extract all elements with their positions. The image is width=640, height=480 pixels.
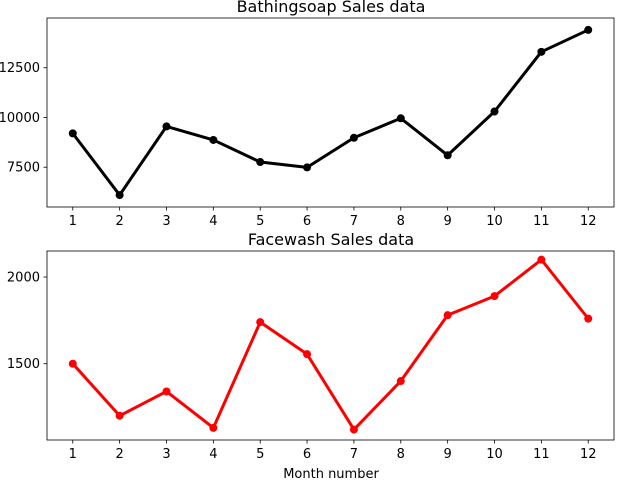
y-tick-label: 10000 <box>0 111 40 126</box>
y-axis: 1500 2000 <box>7 271 47 372</box>
series-line <box>71 258 590 432</box>
x-axis: 1 2 3 4 5 6 7 8 9 10 11 12 <box>69 207 597 229</box>
series-line <box>71 28 590 197</box>
y-tick-label: 12500 <box>0 61 40 76</box>
data-point <box>209 135 218 144</box>
x-tick-label: 7 <box>350 214 358 229</box>
data-point <box>396 114 405 123</box>
x-tick-label: 12 <box>580 214 597 229</box>
data-point <box>349 133 358 142</box>
x-axis: 1 2 3 4 5 6 7 8 9 10 11 12 <box>69 440 597 462</box>
data-point <box>396 377 405 386</box>
x-tick-label: 7 <box>350 447 358 462</box>
plot-frame <box>46 17 615 208</box>
y-tick-label: 7500 <box>7 161 40 176</box>
plot-frame <box>46 250 615 441</box>
x-tick-label: 4 <box>209 214 217 229</box>
data-point <box>490 292 499 301</box>
chart-title: Facewash Sales data <box>248 230 414 249</box>
data-point <box>349 425 358 434</box>
x-tick-label: 2 <box>115 214 123 229</box>
x-tick-label: 10 <box>486 447 503 462</box>
data-point <box>209 423 218 432</box>
data-point <box>68 129 77 138</box>
series-facewash <box>68 255 593 434</box>
data-point <box>584 25 593 34</box>
y-tick-label: 1500 <box>7 357 40 372</box>
data-point <box>115 191 124 200</box>
data-point <box>162 122 171 131</box>
x-tick-label: 1 <box>69 214 77 229</box>
y-axis: 7500 10000 12500 <box>0 61 47 176</box>
x-tick-label: 6 <box>303 447 311 462</box>
x-tick-label: 5 <box>256 447 264 462</box>
chart-title: Bathingsoap Sales data <box>237 0 426 16</box>
x-tick-label: 12 <box>580 447 597 462</box>
x-tick-label: 9 <box>444 447 452 462</box>
x-tick-label: 9 <box>444 214 452 229</box>
x-tick-label: 8 <box>397 447 405 462</box>
x-tick-label: 11 <box>533 214 550 229</box>
data-point <box>443 311 452 320</box>
x-tick-label: 4 <box>209 447 217 462</box>
data-point <box>537 47 546 56</box>
y-tick-label: 2000 <box>7 271 40 286</box>
data-point <box>256 318 265 327</box>
data-point <box>303 163 312 172</box>
data-point <box>443 151 452 160</box>
x-tick-label: 2 <box>115 447 123 462</box>
data-point <box>490 107 499 116</box>
x-tick-label: 10 <box>486 214 503 229</box>
x-tick-label: 3 <box>162 214 170 229</box>
data-point <box>584 314 593 323</box>
data-point <box>256 158 265 167</box>
data-point <box>68 359 77 368</box>
data-point <box>303 350 312 359</box>
x-tick-label: 1 <box>69 447 77 462</box>
x-tick-label: 8 <box>397 214 405 229</box>
data-point <box>162 387 171 396</box>
x-tick-label: 6 <box>303 214 311 229</box>
x-tick-label: 3 <box>162 447 170 462</box>
data-point <box>537 255 546 264</box>
x-tick-label: 5 <box>256 214 264 229</box>
data-point <box>115 411 124 420</box>
x-axis-label: Month number <box>283 467 379 480</box>
x-tick-label: 11 <box>533 447 550 462</box>
series-bathingsoap <box>68 25 593 200</box>
